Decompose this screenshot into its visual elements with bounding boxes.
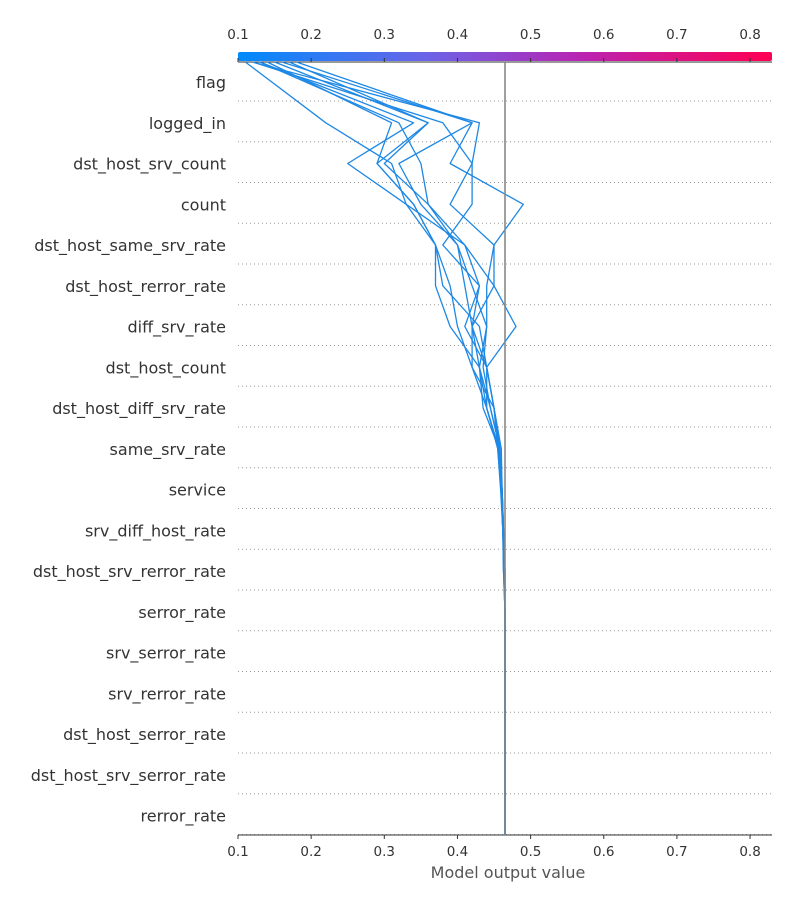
feature-label: same_srv_rate <box>110 440 226 460</box>
feature-label: dst_host_same_srv_rate <box>34 236 226 256</box>
feature-label: service <box>169 481 226 500</box>
top-tick-label: 0.5 <box>520 27 541 43</box>
top-tick-label: 0.7 <box>666 27 687 43</box>
top-tick-label: 0.1 <box>227 27 248 43</box>
top-tick-label: 0.8 <box>739 27 760 43</box>
top-tick-label: 0.4 <box>447 27 468 43</box>
feature-label: dst_host_srv_rerror_rate <box>33 562 226 582</box>
top-tick-label: 0.3 <box>374 27 395 43</box>
top-tick-label: 0.2 <box>300 27 321 43</box>
feature-label: dst_host_srv_count <box>73 155 226 175</box>
bottom-tick-label: 0.5 <box>520 844 541 860</box>
bottom-tick-label: 0.1 <box>227 844 248 860</box>
decision-line <box>281 61 524 835</box>
decision-line <box>267 61 506 835</box>
axis-ticks: 0.1 0.1 0.2 0.2 0.3 0.3 0.4 0.4 0.5 0.5 0.6 0.6 0.7 0… <box>227 27 761 860</box>
feature-label: dst_host_diff_srv_rate <box>52 399 226 419</box>
bottom-tick-label: 0.8 <box>739 844 760 860</box>
decision-line <box>252 61 506 835</box>
bottom-tick-label: 0.2 <box>300 844 321 860</box>
decision-lines <box>244 61 524 835</box>
decision-line <box>259 61 506 835</box>
feature-label: srv_diff_host_rate <box>85 521 226 541</box>
feature-label: count <box>181 195 226 214</box>
feature-label: rerror_rate <box>141 807 226 827</box>
bottom-tick-label: 0.4 <box>447 844 468 860</box>
feature-label: dst_host_count <box>106 358 226 378</box>
x-axis-title: Model output value <box>431 863 586 882</box>
feature-label: srv_rerror_rate <box>108 684 226 704</box>
feature-label: diff_srv_rate <box>127 318 226 338</box>
decision-line <box>259 61 506 835</box>
feature-label: srv_serror_rate <box>106 644 226 664</box>
top-tick-label: 0.6 <box>593 27 614 43</box>
feature-label: dst_host_rerror_rate <box>65 277 226 297</box>
feature-label: dst_host_serror_rate <box>63 725 226 745</box>
bottom-tick-label: 0.6 <box>593 844 614 860</box>
feature-label: logged_in <box>149 114 226 134</box>
colorbar <box>238 52 772 61</box>
feature-label: serror_rate <box>138 603 226 623</box>
decision-line <box>244 61 506 835</box>
bottom-tick-label: 0.3 <box>374 844 395 860</box>
bottom-tick-label: 0.7 <box>666 844 687 860</box>
feature-label: flag <box>196 73 226 92</box>
feature-label: dst_host_srv_serror_rate <box>31 766 226 786</box>
